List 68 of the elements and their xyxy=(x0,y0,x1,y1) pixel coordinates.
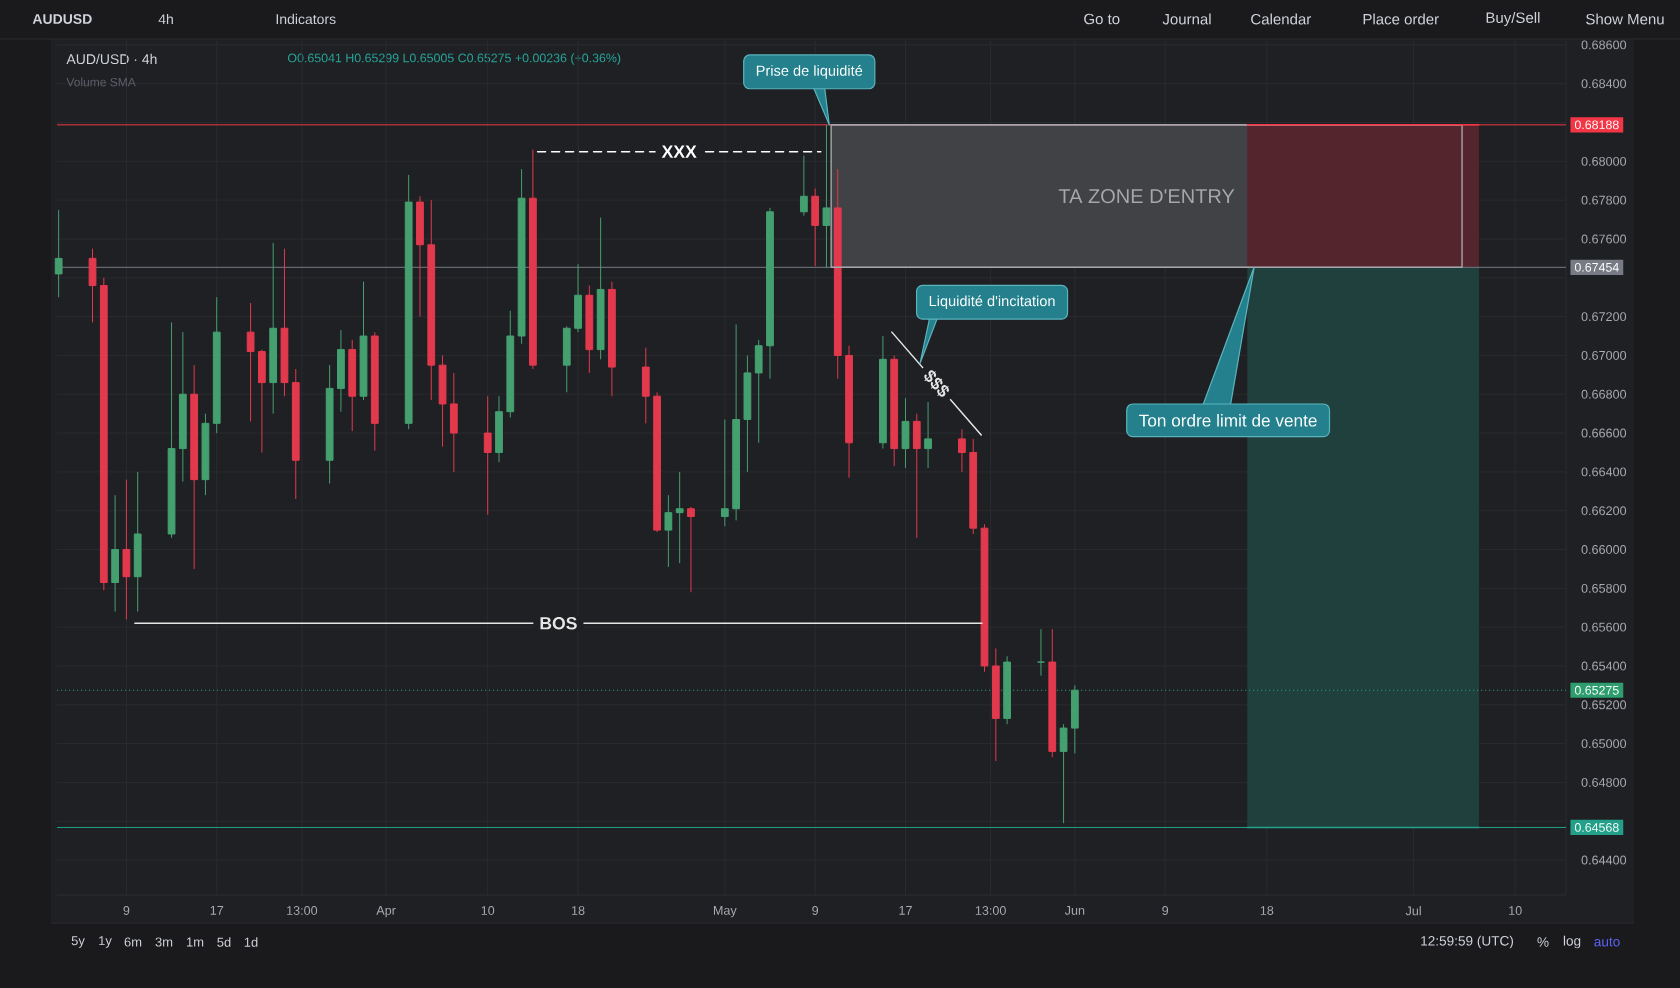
annotation: Liquidité d'incitation xyxy=(929,295,1055,310)
text: 1y xyxy=(99,936,112,948)
text: AUDUSD xyxy=(32,14,92,24)
text: 1d xyxy=(244,937,258,947)
x-tick-label: 17 xyxy=(210,906,224,915)
y-tick-label: 0.64400 xyxy=(1581,855,1627,865)
text: auto xyxy=(1594,937,1620,947)
text: Buy/Sell xyxy=(1486,11,1540,26)
text: 5y xyxy=(71,936,85,948)
x-tick-label: May xyxy=(713,906,737,918)
x-tick-label: 9 xyxy=(123,906,130,915)
y-tick-label: 0.66600 xyxy=(1581,428,1627,438)
y-tick-label: 0.65200 xyxy=(1581,700,1627,710)
text: Show Menu xyxy=(1586,13,1664,25)
text: Journal xyxy=(1162,13,1211,25)
x-tick-label: Apr xyxy=(376,906,396,918)
text: log xyxy=(1563,935,1581,949)
x-tick-label: 10 xyxy=(481,906,495,915)
x-tick-label: 18 xyxy=(572,906,585,915)
y-tick-label: 0.67200 xyxy=(1581,312,1627,322)
y-tick-label: 0.66200 xyxy=(1581,506,1627,516)
text: % xyxy=(1537,937,1549,947)
y-tick-label: 0.68600 xyxy=(1581,40,1627,50)
ref-line-label: 0.67454 xyxy=(1574,262,1619,272)
x-tick-label: 9 xyxy=(812,906,819,915)
y-tick-label: 0.67800 xyxy=(1581,195,1627,205)
series-label: BOS xyxy=(540,617,577,630)
annotation: Prise de liquidité xyxy=(756,64,863,79)
y-tick-label: 0.68400 xyxy=(1581,79,1627,89)
y-tick-label: 0.65000 xyxy=(1581,739,1627,749)
y-tick-label: 0.68000 xyxy=(1581,156,1627,166)
x-tick-label: 10 xyxy=(1509,906,1522,915)
y-tick-label: 0.66000 xyxy=(1581,545,1627,554)
y-tick-label: 0.66400 xyxy=(1581,467,1627,477)
y-tick-label: 0.66800 xyxy=(1581,389,1627,399)
y-tick-label: 0.64800 xyxy=(1581,777,1627,787)
text: 5d xyxy=(217,937,231,947)
y-tick-label: 0.65400 xyxy=(1581,661,1627,671)
text: 4h xyxy=(158,13,173,25)
text: Place order xyxy=(1363,13,1439,25)
text: 12:59:59 (UTC) xyxy=(1421,935,1514,949)
ref-line-label: 0.65275 xyxy=(1574,685,1619,695)
text: Go to xyxy=(1084,13,1120,25)
text: Calendar xyxy=(1251,13,1312,25)
x-tick-label: 13:00 xyxy=(975,906,1006,915)
annotation: Ton ordre limit de vente xyxy=(1139,413,1317,427)
ref-line-label: 0.64568 xyxy=(1574,823,1619,832)
x-tick-label: 9 xyxy=(1162,906,1169,915)
text: O0.65041 H0.65299 L0.65005 C0.65275 +0.00236 (+0.36%) xyxy=(288,53,621,65)
y-tick-label: 0.65800 xyxy=(1581,583,1627,593)
series-label: XXX xyxy=(661,145,697,158)
ref-line-label: 0.68188 xyxy=(1574,120,1619,130)
y-tick-label: 0.67000 xyxy=(1581,350,1627,360)
text: $$$ xyxy=(924,370,949,397)
text: 1m xyxy=(186,937,204,947)
annotation: Volume SMA xyxy=(66,77,136,87)
x-tick-label: 18 xyxy=(1260,906,1274,915)
text: Indicators xyxy=(276,13,336,25)
x-tick-label: 13:00 xyxy=(287,906,318,915)
text: AUD/USD · 4h xyxy=(66,53,157,65)
y-tick-label: 0.67600 xyxy=(1581,234,1627,244)
x-tick-label: Jun xyxy=(1064,906,1085,915)
text: TA ZONE D'ENTRY xyxy=(1058,188,1235,204)
y-tick-label: 0.65600 xyxy=(1581,622,1627,632)
x-tick-label: 17 xyxy=(899,906,912,915)
text: 6m xyxy=(124,937,142,947)
x-tick-label: Jul xyxy=(1405,906,1421,916)
text: 3m xyxy=(155,937,173,947)
